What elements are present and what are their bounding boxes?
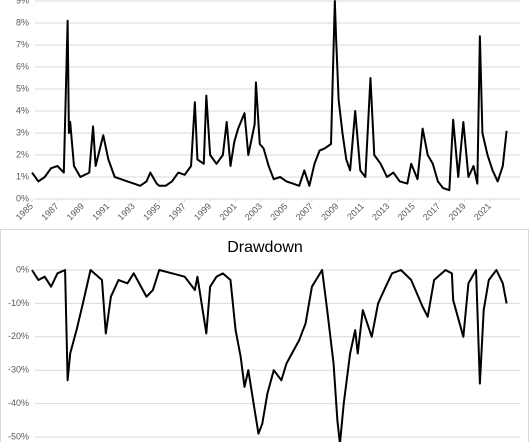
data-line [31,269,508,442]
y-tick-label: -40% [8,398,29,408]
y-tick-label: 8% [16,17,29,27]
y-tick-label: 3% [16,127,29,137]
y-tick-label: 7% [16,39,29,49]
y-tick-label: 4% [16,105,29,115]
panel-frame [0,229,529,442]
x-tick-label: 2011 [345,201,366,222]
y-tick-label: -50% [8,431,29,441]
x-tick-label: 2001 [217,201,238,222]
x-tick-label: 1985 [14,201,35,222]
x-tick-label: 2007 [294,201,315,222]
y-tick-label: 6% [16,61,29,71]
y-tick-label: 0% [16,264,29,274]
x-tick-label: 1989 [65,201,86,222]
data-line [31,0,508,192]
x-tick-label: 1991 [90,201,111,222]
x-tick-label: 1993 [116,201,137,222]
x-tick-label: 2013 [370,201,391,222]
y-tick-label: 2% [16,149,29,159]
x-tick-label: 1995 [141,201,162,222]
y-tick-label: 1% [16,171,29,181]
x-tick-label: 2003 [243,201,264,222]
x-tick-label: 2009 [319,201,340,222]
x-tick-label: 1999 [192,201,213,222]
x-tick-label: 1997 [167,201,188,222]
x-tick-label: 2017 [421,201,442,222]
x-tick-label: 2019 [446,201,467,222]
x-tick-label: 2015 [396,201,417,222]
y-tick-label: 5% [16,83,29,93]
x-tick-label: 2021 [472,201,493,222]
x-tick-label: 1987 [39,201,60,222]
y-tick-label: -10% [8,298,29,308]
y-tick-label: -20% [8,331,29,341]
chart-title: Drawdown [227,239,303,256]
y-tick-label: 9% [16,0,29,5]
y-tick-label: 0% [16,193,29,203]
x-tick-label: 2005 [268,201,289,222]
y-tick-label: -30% [8,365,29,375]
